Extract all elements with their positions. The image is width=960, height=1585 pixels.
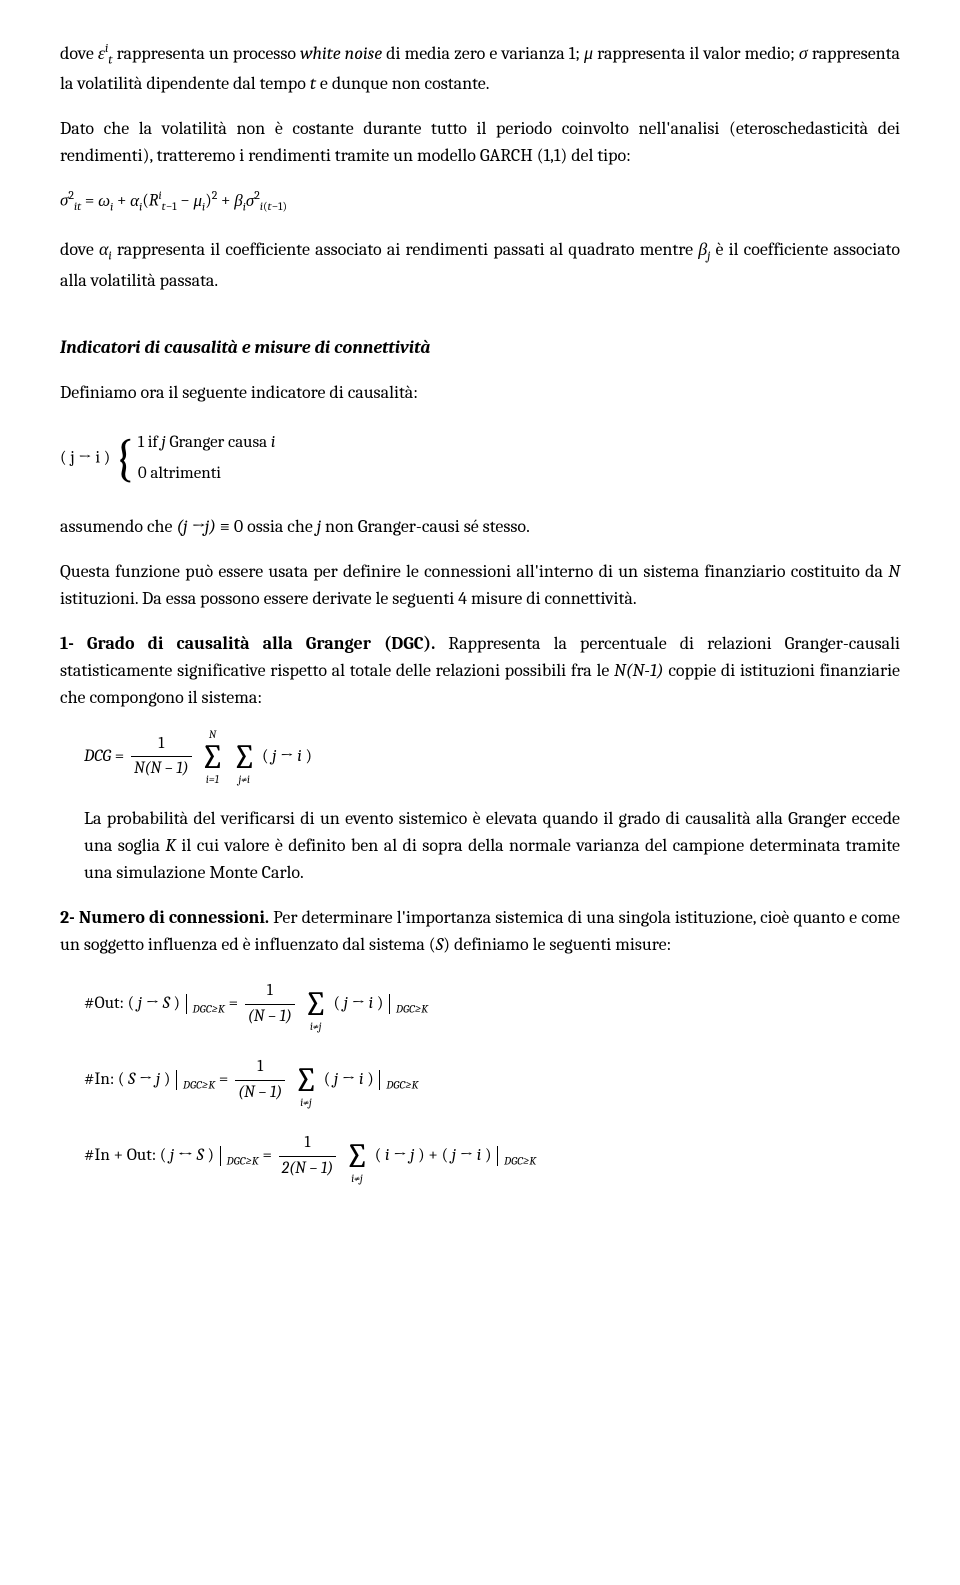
paragraph-2: Dato che la volatilità non è costante du… (60, 115, 900, 169)
formula-indicator: ( j → i ) { 1 if j Granger causa i 0 alt… (60, 424, 900, 493)
brace-icon: { (114, 433, 134, 484)
formula-out-label: #Out: (84, 994, 124, 1013)
indicator-lhs: ( j → i ) (60, 448, 110, 467)
formula-inout: #In + Out: ( j ↔ S ) DGC≥K = 1 2(N − 1) … (84, 1128, 900, 1184)
sigma-icon: ∑ (304, 987, 328, 1021)
sigma-icon: ∑ (345, 1139, 369, 1173)
paragraph-6: Questa funzione può essere usata per def… (60, 558, 900, 612)
paragraph-3: dove αi rappresenta il coefficiente asso… (60, 236, 900, 293)
list-item-1: 1- Grado di causalità alla Granger (DGC)… (60, 630, 900, 711)
formula-inout-cond2: DGC≥K (504, 1154, 536, 1168)
formula-inout-label: #In + Out: (84, 1146, 156, 1165)
indicator-case-2: 0 altrimenti (138, 461, 276, 487)
sigma-icon: ∑ (294, 1063, 318, 1097)
formula-in-cond1: DGC≥K (183, 1077, 215, 1091)
formula-inout-cond1: DGC≥K (226, 1154, 258, 1168)
list-item-2-lead: 2- Numero di connessioni. (60, 907, 269, 928)
sigma-icon: ∑ (200, 740, 224, 774)
formula-dcg-den: N(N − 1) (131, 757, 192, 781)
paragraph-4: Definiamo ora il seguente indicatore di … (60, 379, 900, 406)
paragraph-1: dove εit rappresenta un processo white n… (60, 40, 900, 97)
formula-in: #In: ( S → j ) DGC≥K = 1 (N − 1) ∑ i≠j (… (84, 1052, 900, 1108)
paragraph-7: La probabilità del verificarsi di un eve… (84, 805, 900, 886)
paragraph-5: assumendo che (j →j) ≡ 0 ossia che j non… (60, 513, 900, 540)
formula-in-cond2: DGC≥K (386, 1077, 418, 1091)
formula-out-cond2: DGC≥K (396, 1001, 428, 1015)
formula-dcg-num: 1 (131, 732, 192, 757)
formula-dcg-lhs: DCG (84, 747, 111, 766)
list-item-2: 2- Numero di connessioni. Per determinar… (60, 904, 900, 958)
formula-dcg: DCG = 1 N(N − 1) N ∑ i=1 ∑ j≠i ( j → i ) (84, 729, 900, 785)
sigma-icon: ∑ (232, 740, 256, 774)
formula-in-label: #In: (84, 1070, 114, 1089)
section-heading: Indicatori di causalità e misure di conn… (60, 334, 900, 361)
formula-out: #Out: ( j → S ) DGC≥K = 1 (N − 1) ∑ i≠j … (84, 976, 900, 1032)
list-item-1-lead: 1- Grado di causalità alla Granger (DGC)… (60, 633, 435, 654)
indicator-case-1: 1 if j Granger causa i (138, 430, 276, 456)
formula-garch: σ2it = ωi + αi(Rit−1 − μi)2 + βiσ2i(t−1) (60, 187, 900, 216)
formula-out-cond1: DGC≥K (193, 1001, 225, 1015)
formula-dcg-body: ( j → i ) (262, 747, 312, 766)
